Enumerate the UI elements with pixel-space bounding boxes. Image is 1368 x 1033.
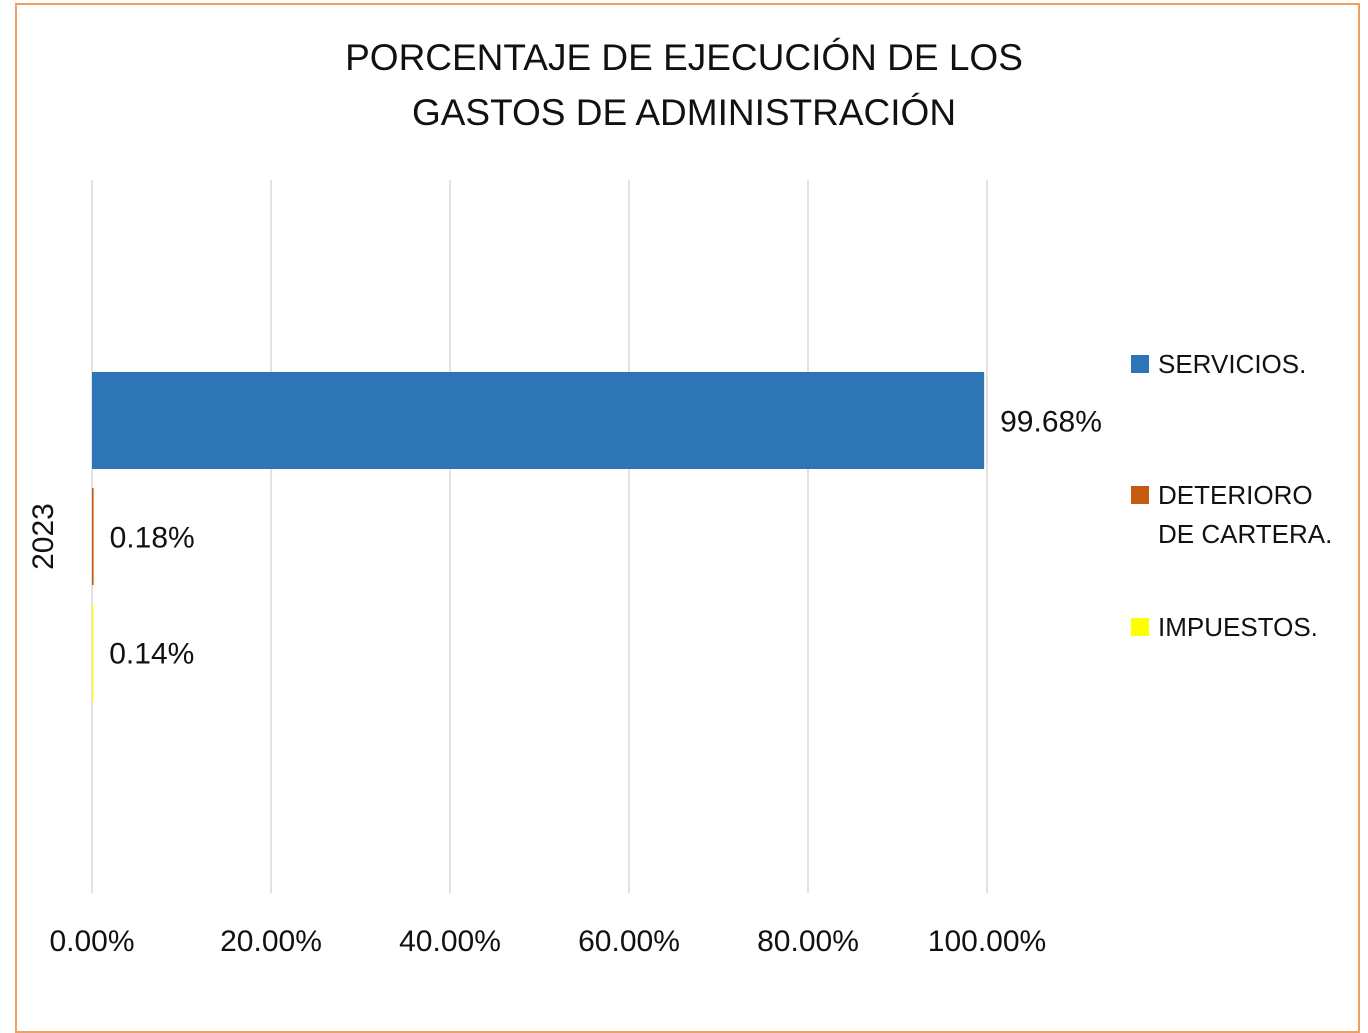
- legend-swatch: [1131, 486, 1149, 504]
- bar: [92, 372, 985, 469]
- x-tick-label: 20.00%: [220, 925, 322, 958]
- x-tick-label: 100.00%: [928, 925, 1046, 958]
- bar: [92, 488, 94, 585]
- chart-title: PORCENTAJE DE EJECUCIÓN DE LOS GASTOS DE…: [345, 37, 1023, 133]
- x-tick-label: 40.00%: [399, 925, 501, 958]
- legend-item: SERVICIOS.: [1131, 345, 1343, 384]
- legend-label: SERVICIOS.: [1158, 349, 1307, 379]
- legend-item: IMPUESTOS.: [1131, 608, 1343, 647]
- legend-label: IMPUESTOS.: [1158, 612, 1318, 642]
- data-label: 0.18%: [110, 521, 195, 554]
- bar: [92, 604, 94, 701]
- data-label: 0.14%: [109, 637, 194, 670]
- x-tick-label: 0.00%: [49, 925, 134, 958]
- legend-swatch: [1131, 355, 1149, 373]
- legend-swatch: [1131, 618, 1149, 636]
- legend-item: DETERIORO DE CARTERA.: [1131, 476, 1343, 554]
- y-tick-label: 2023: [27, 503, 60, 570]
- x-tick-label: 80.00%: [757, 925, 859, 958]
- data-label: 99.68%: [1000, 405, 1102, 438]
- legend-label: DETERIORO DE CARTERA.: [1158, 480, 1333, 549]
- x-tick-label: 60.00%: [578, 925, 680, 958]
